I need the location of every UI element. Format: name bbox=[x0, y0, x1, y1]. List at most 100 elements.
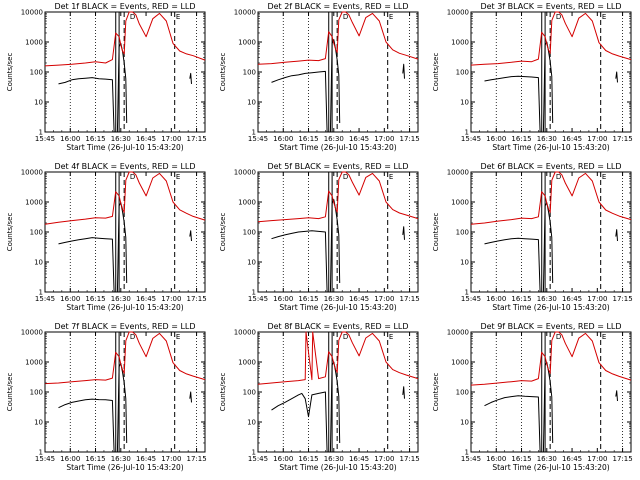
x-tick-label: 16:30 bbox=[537, 295, 557, 303]
x-tick-label: 16:00 bbox=[273, 135, 293, 143]
x-tick-label: 16:15 bbox=[511, 135, 531, 143]
y-tick-label: 100 bbox=[456, 229, 469, 237]
x-tick-label: 16:45 bbox=[349, 455, 369, 463]
panel-4: D E 1 10 100 1000 10000 15:45 16:00 16:15 16:30 16:… bbox=[6, 162, 207, 312]
x-tick-label: 16:30 bbox=[324, 295, 344, 303]
x-tick-label: 16:00 bbox=[60, 135, 80, 143]
panel-title: Det 1f BLACK = Events, RED = LLD bbox=[54, 2, 195, 11]
y-tick-label: 1000 bbox=[451, 359, 469, 367]
y-tick-label: 1 bbox=[465, 449, 469, 457]
series-line-events bbox=[271, 361, 341, 453]
series-line-events bbox=[402, 63, 405, 79]
y-tick-label: 100 bbox=[243, 69, 256, 77]
x-tick-label: 16:15 bbox=[298, 135, 318, 143]
x-axis-label: Start Time (26-Jul-10 15:43:20) bbox=[492, 303, 609, 312]
x-tick-label: 16:30 bbox=[537, 135, 557, 143]
y-tick-label: 10000 bbox=[447, 169, 469, 177]
annotation-label: E bbox=[602, 173, 606, 181]
x-tick-label: 16:15 bbox=[511, 455, 531, 463]
x-tick-label: 15:45 bbox=[248, 455, 268, 463]
annotation-label: D bbox=[130, 333, 135, 341]
series-line-events bbox=[271, 199, 341, 293]
y-axis-label: Counts/sec bbox=[6, 53, 14, 92]
y-tick-label: 10 bbox=[460, 99, 469, 107]
y-tick-label: 1 bbox=[465, 289, 469, 297]
x-tick-label: 16:15 bbox=[298, 455, 318, 463]
series-line-events bbox=[402, 226, 405, 240]
annotation-label: E bbox=[602, 13, 606, 21]
series-line-events bbox=[58, 362, 128, 453]
annotation-label: E bbox=[602, 333, 606, 341]
panel-title: Det 6f BLACK = Events, RED = LLD bbox=[480, 162, 621, 171]
y-tick-label: 100 bbox=[243, 389, 256, 397]
x-tick-label: 16:15 bbox=[511, 295, 531, 303]
x-tick-label: 17:15 bbox=[186, 135, 206, 143]
series-line-lld bbox=[257, 171, 419, 223]
panel-2: D E 1 10 100 1000 10000 15:45 16:00 16:15 16:30 16:… bbox=[219, 2, 420, 152]
y-axis-label: Counts/sec bbox=[219, 53, 227, 92]
x-tick-label: 16:45 bbox=[349, 295, 369, 303]
panel-title: Det 7f BLACK = Events, RED = LLD bbox=[54, 322, 195, 331]
series-line-events bbox=[615, 71, 618, 83]
x-tick-label: 16:00 bbox=[273, 295, 293, 303]
y-tick-label: 1 bbox=[252, 449, 256, 457]
x-tick-label: 17:00 bbox=[374, 135, 394, 143]
y-tick-label: 10000 bbox=[21, 329, 43, 337]
x-tick-label: 16:00 bbox=[486, 135, 506, 143]
series-line-events bbox=[189, 230, 192, 242]
y-tick-label: 1 bbox=[252, 129, 256, 137]
series-line-lld bbox=[470, 171, 632, 225]
y-tick-label: 10000 bbox=[21, 169, 43, 177]
annotation-label: D bbox=[130, 13, 135, 21]
y-tick-label: 1000 bbox=[25, 199, 43, 207]
series-line-lld bbox=[257, 331, 419, 385]
panel-title: Det 5f BLACK = Events, RED = LLD bbox=[267, 162, 408, 171]
y-tick-label: 100 bbox=[30, 229, 43, 237]
y-tick-label: 10 bbox=[247, 419, 256, 427]
panel-6: D E 1 10 100 1000 10000 15:45 16:00 16:15 16:30 16:… bbox=[432, 162, 633, 312]
x-tick-label: 17:15 bbox=[612, 135, 632, 143]
x-tick-label: 16:30 bbox=[324, 455, 344, 463]
y-tick-label: 10 bbox=[34, 419, 43, 427]
series-line-events bbox=[615, 229, 618, 242]
series-line-events bbox=[615, 390, 618, 402]
y-tick-label: 100 bbox=[456, 69, 469, 77]
panel-8: D E 1 10 100 1000 10000 15:45 16:00 16:15 16:30 16:… bbox=[219, 322, 420, 472]
y-tick-label: 1000 bbox=[451, 199, 469, 207]
x-tick-label: 17:00 bbox=[161, 135, 181, 143]
y-tick-label: 1000 bbox=[25, 359, 43, 367]
x-tick-label: 16:30 bbox=[111, 135, 131, 143]
x-tick-label: 15:45 bbox=[35, 455, 55, 463]
x-tick-label: 15:45 bbox=[248, 295, 268, 303]
x-tick-label: 16:00 bbox=[486, 295, 506, 303]
y-axis-label: Counts/sec bbox=[432, 53, 440, 92]
x-tick-label: 17:15 bbox=[399, 455, 419, 463]
x-axis-label: Start Time (26-Jul-10 15:43:20) bbox=[492, 463, 609, 472]
x-tick-label: 17:15 bbox=[612, 455, 632, 463]
x-tick-label: 16:00 bbox=[273, 455, 293, 463]
series-line-events bbox=[58, 202, 128, 293]
y-tick-label: 1000 bbox=[238, 199, 256, 207]
y-tick-label: 10 bbox=[247, 259, 256, 267]
x-tick-label: 16:45 bbox=[562, 135, 582, 143]
annotation-label: E bbox=[389, 13, 393, 21]
series-line-events bbox=[189, 72, 192, 84]
y-axis-label: Counts/sec bbox=[432, 373, 440, 412]
x-tick-label: 15:45 bbox=[35, 295, 55, 303]
panel-title: Det 4f BLACK = Events, RED = LLD bbox=[54, 162, 195, 171]
series-line-lld bbox=[44, 171, 206, 225]
panel-title: Det 8f BLACK = Events, RED = LLD bbox=[267, 322, 408, 331]
x-tick-label: 15:45 bbox=[461, 455, 481, 463]
x-axis-label: Start Time (26-Jul-10 15:43:20) bbox=[279, 303, 396, 312]
y-tick-label: 1000 bbox=[25, 39, 43, 47]
x-tick-label: 17:00 bbox=[374, 455, 394, 463]
x-tick-label: 16:15 bbox=[85, 455, 105, 463]
x-tick-label: 16:15 bbox=[85, 135, 105, 143]
annotation-label: E bbox=[389, 173, 393, 181]
series-line-lld bbox=[44, 11, 206, 67]
x-tick-label: 15:45 bbox=[461, 135, 481, 143]
y-tick-label: 10000 bbox=[447, 329, 469, 337]
x-tick-label: 17:00 bbox=[587, 135, 607, 143]
annotation-label: D bbox=[556, 333, 561, 341]
annotation-label: E bbox=[176, 173, 180, 181]
